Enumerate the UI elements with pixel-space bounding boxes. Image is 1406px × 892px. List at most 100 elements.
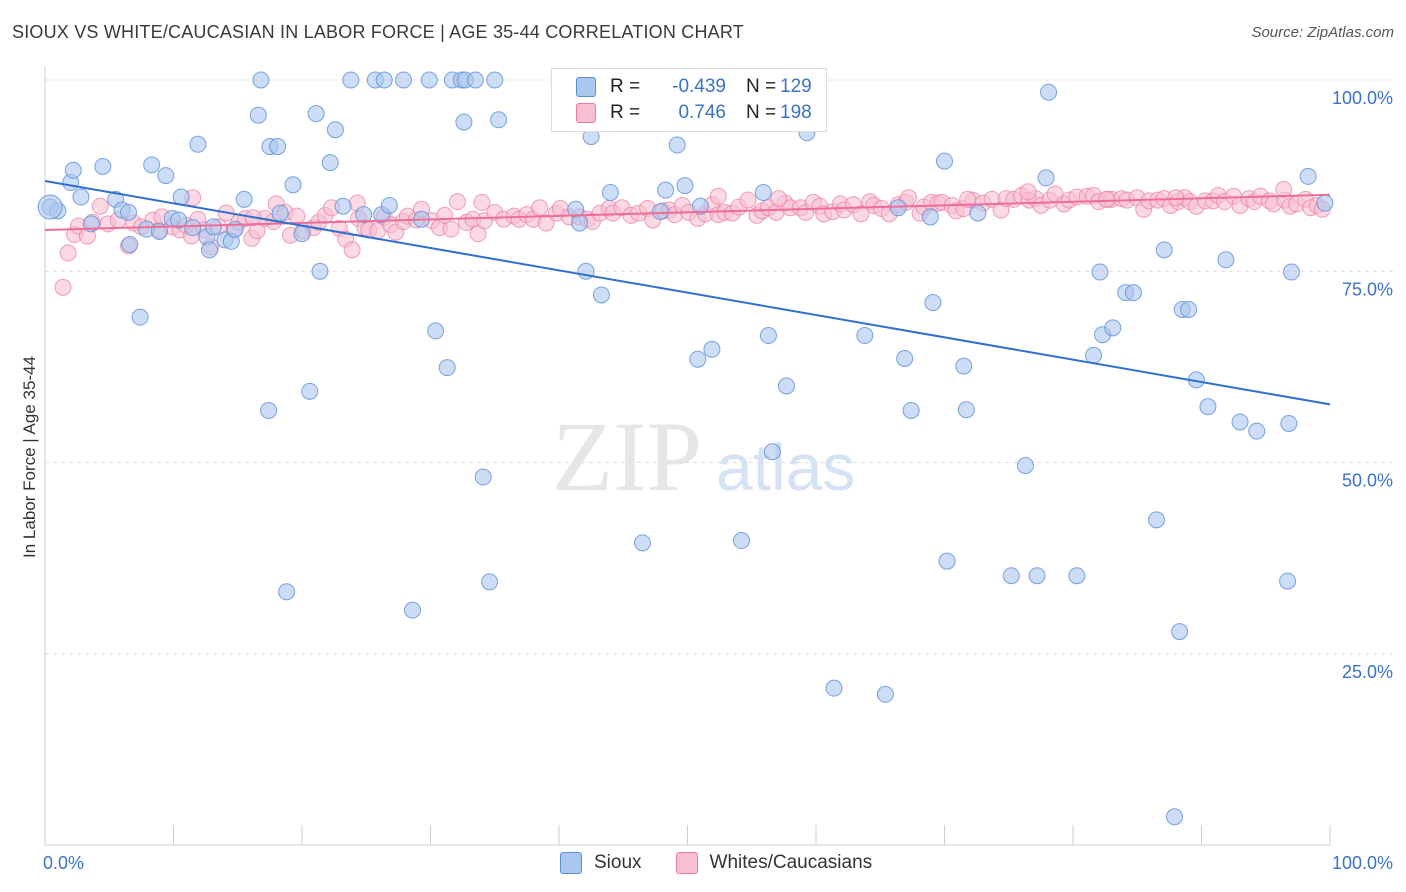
legend-n-value-whites: 198 [780,102,812,123]
point-sioux [200,241,218,259]
point-sioux [427,322,445,340]
y-tick-label: 50.0% [1342,471,1393,491]
point-sioux [1037,169,1055,187]
chart-title: SIOUX VS WHITE/CAUCASIAN IN LABOR FORCE … [12,22,744,42]
point-sioux [876,685,894,703]
bottom-legend-label-sioux: Sioux [594,852,642,873]
legend-n-label: N = [746,76,777,97]
legend-r-value-whites: 0.746 [678,102,726,123]
point-sioux [271,204,289,222]
point-sioux [825,679,843,697]
legend-r-value-sioux: -0.439 [672,76,726,97]
point-sioux [1299,167,1317,185]
series-sioux-points [37,71,1334,826]
point-sioux [1085,346,1103,364]
point-sioux [902,401,920,419]
point-sioux [1248,422,1266,440]
point-sioux [269,138,287,156]
chart-source: Source: ZipAtlas.com [1251,24,1394,41]
point-sioux [455,113,473,131]
point-sioux [94,157,112,175]
point-sioux [689,350,707,368]
point-sioux [1199,398,1217,416]
x-tick-label-min: 0.0% [43,853,84,873]
point-sioux [1279,572,1297,590]
point-sioux [307,105,325,123]
point-sioux [131,308,149,326]
bottom-legend-swatch-sioux [560,852,582,874]
point-whites [739,191,757,209]
point-sioux-large [37,194,63,220]
point-whites [1275,180,1293,198]
point-sioux [1231,413,1249,431]
point-sioux [321,154,339,172]
point-sioux [301,382,319,400]
point-whites [59,244,77,262]
point-sioux [759,327,777,345]
point-sioux [260,401,278,419]
point-sioux [481,573,499,591]
trend-line-sioux [44,179,1331,406]
point-sioux [703,340,721,358]
point-sioux [1028,567,1046,585]
bottom-legend-swatch-whites [675,852,698,874]
point-sioux [157,167,175,185]
legend-row-sioux: R = -0.439 N = 129 [552,74,812,100]
point-sioux [474,468,492,486]
point-sioux [1282,263,1300,281]
point-sioux [889,199,907,217]
point-sioux [278,583,296,601]
trend-line-whites [44,193,1331,231]
point-sioux [1091,263,1109,281]
bottom-legend: Sioux Whites/Caucasians [560,852,906,874]
point-sioux [226,220,244,238]
point-sioux [936,152,953,170]
point-sioux [1280,414,1298,432]
point-whites [442,220,460,238]
point-sioux [657,181,675,199]
point-sioux [334,197,352,215]
watermark-zip: ZIP [552,401,702,512]
point-whites [709,187,727,205]
point-whites [343,241,361,259]
point-whites [54,278,72,296]
point-sioux [438,359,456,377]
point-whites [1167,189,1185,207]
point-whites [1097,190,1115,208]
point-sioux [938,552,956,570]
point-sioux [64,161,82,179]
point-sioux [969,204,987,222]
point-sioux [1180,301,1198,318]
point-sioux [284,176,302,194]
point-whites [288,207,306,225]
point-sioux [777,377,795,395]
point-sioux [143,156,161,174]
point-sioux [420,71,438,89]
y-axis-label: In Labor Force | Age 35-44 [20,356,39,558]
point-sioux [691,197,709,215]
point-sioux [311,262,329,280]
point-sioux [1217,251,1235,269]
point-sioux [466,71,484,89]
point-sioux [676,177,694,195]
point-sioux [355,206,373,224]
bottom-legend-sioux: Sioux [560,852,642,874]
legend-swatch-whites [576,103,596,123]
point-sioux [189,135,207,153]
legend-r-label: R = [610,76,641,97]
point-sioux [1068,567,1086,585]
point-sioux [592,286,610,304]
point-whites [852,205,870,223]
point-sioux [1124,284,1142,302]
point-sioux [896,349,914,367]
point-sioux [342,71,360,89]
point-sioux [170,211,188,229]
point-sioux [668,136,686,154]
point-whites [531,199,549,217]
point-sioux [1148,511,1166,529]
point-whites [537,214,555,232]
point-sioux [634,534,652,552]
point-whites [448,193,466,211]
point-sioux [293,225,311,243]
tick-labels: 100.0% 75.0% 50.0% 25.0% 0.0% 100.0% [43,88,1393,873]
